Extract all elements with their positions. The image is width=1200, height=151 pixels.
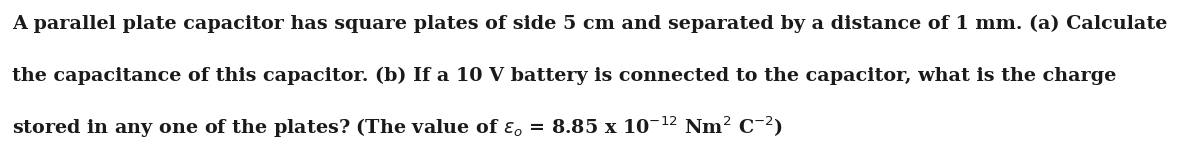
- Text: stored in any one of the plates? (The value of $\varepsilon_o$ = 8.85 x 10$^{-12: stored in any one of the plates? (The va…: [12, 114, 782, 140]
- Text: the capacitance of this capacitor. (b) If a 10 V battery is connected to the cap: the capacitance of this capacitor. (b) I…: [12, 66, 1116, 85]
- Text: A parallel plate capacitor has square plates of side 5 cm and separated by a dis: A parallel plate capacitor has square pl…: [12, 15, 1168, 33]
